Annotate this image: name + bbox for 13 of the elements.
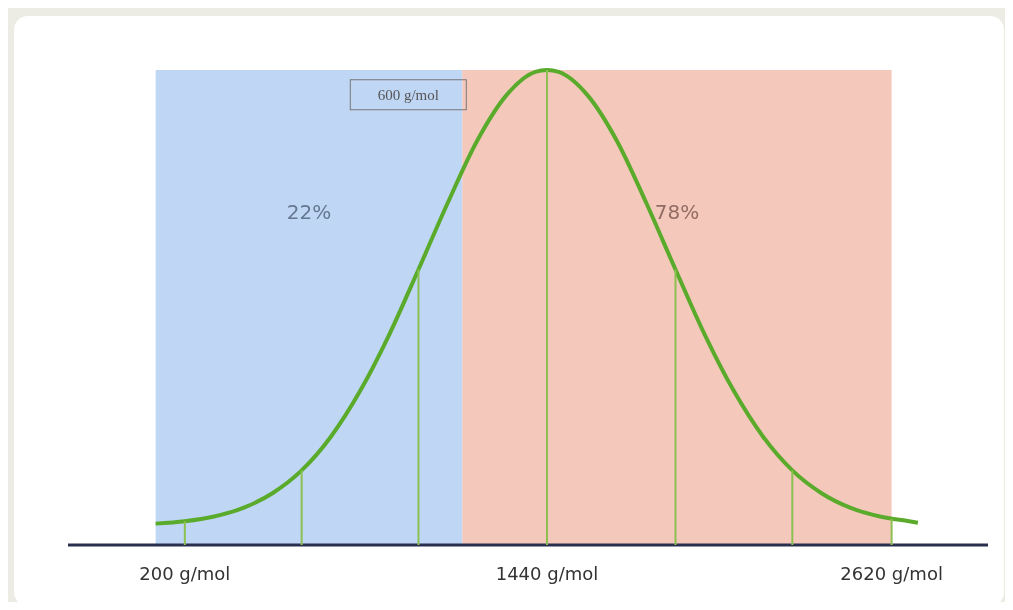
band-label: 22% bbox=[286, 200, 332, 225]
x-tick-label: 2620 g/mol bbox=[840, 562, 943, 584]
x-tick-label: 200 g/mol bbox=[139, 562, 231, 584]
bar bbox=[183, 521, 186, 545]
x-tick-label: 1440 g/mol bbox=[495, 562, 599, 584]
bar bbox=[674, 269, 677, 545]
bar bbox=[417, 269, 420, 545]
bar bbox=[791, 470, 794, 545]
annotation: 600 g/mol bbox=[377, 86, 439, 103]
bar bbox=[300, 470, 303, 545]
bar bbox=[890, 518, 893, 545]
bar bbox=[545, 70, 548, 545]
band-label: 78% bbox=[654, 200, 700, 225]
